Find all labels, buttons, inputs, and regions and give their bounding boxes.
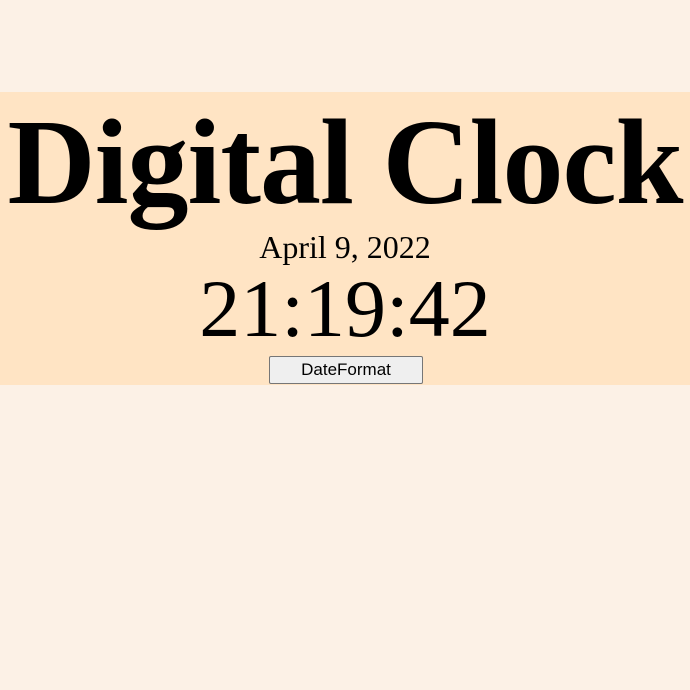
date-display: April 9, 2022 [259, 229, 431, 265]
date-format-button[interactable]: DateFormat [269, 356, 423, 384]
page-title: Digital Clock [7, 95, 684, 230]
clock-panel: Digital Clock April 9, 2022 21:19:42 Dat… [0, 92, 690, 385]
time-display: 21:19:42 [199, 263, 491, 354]
